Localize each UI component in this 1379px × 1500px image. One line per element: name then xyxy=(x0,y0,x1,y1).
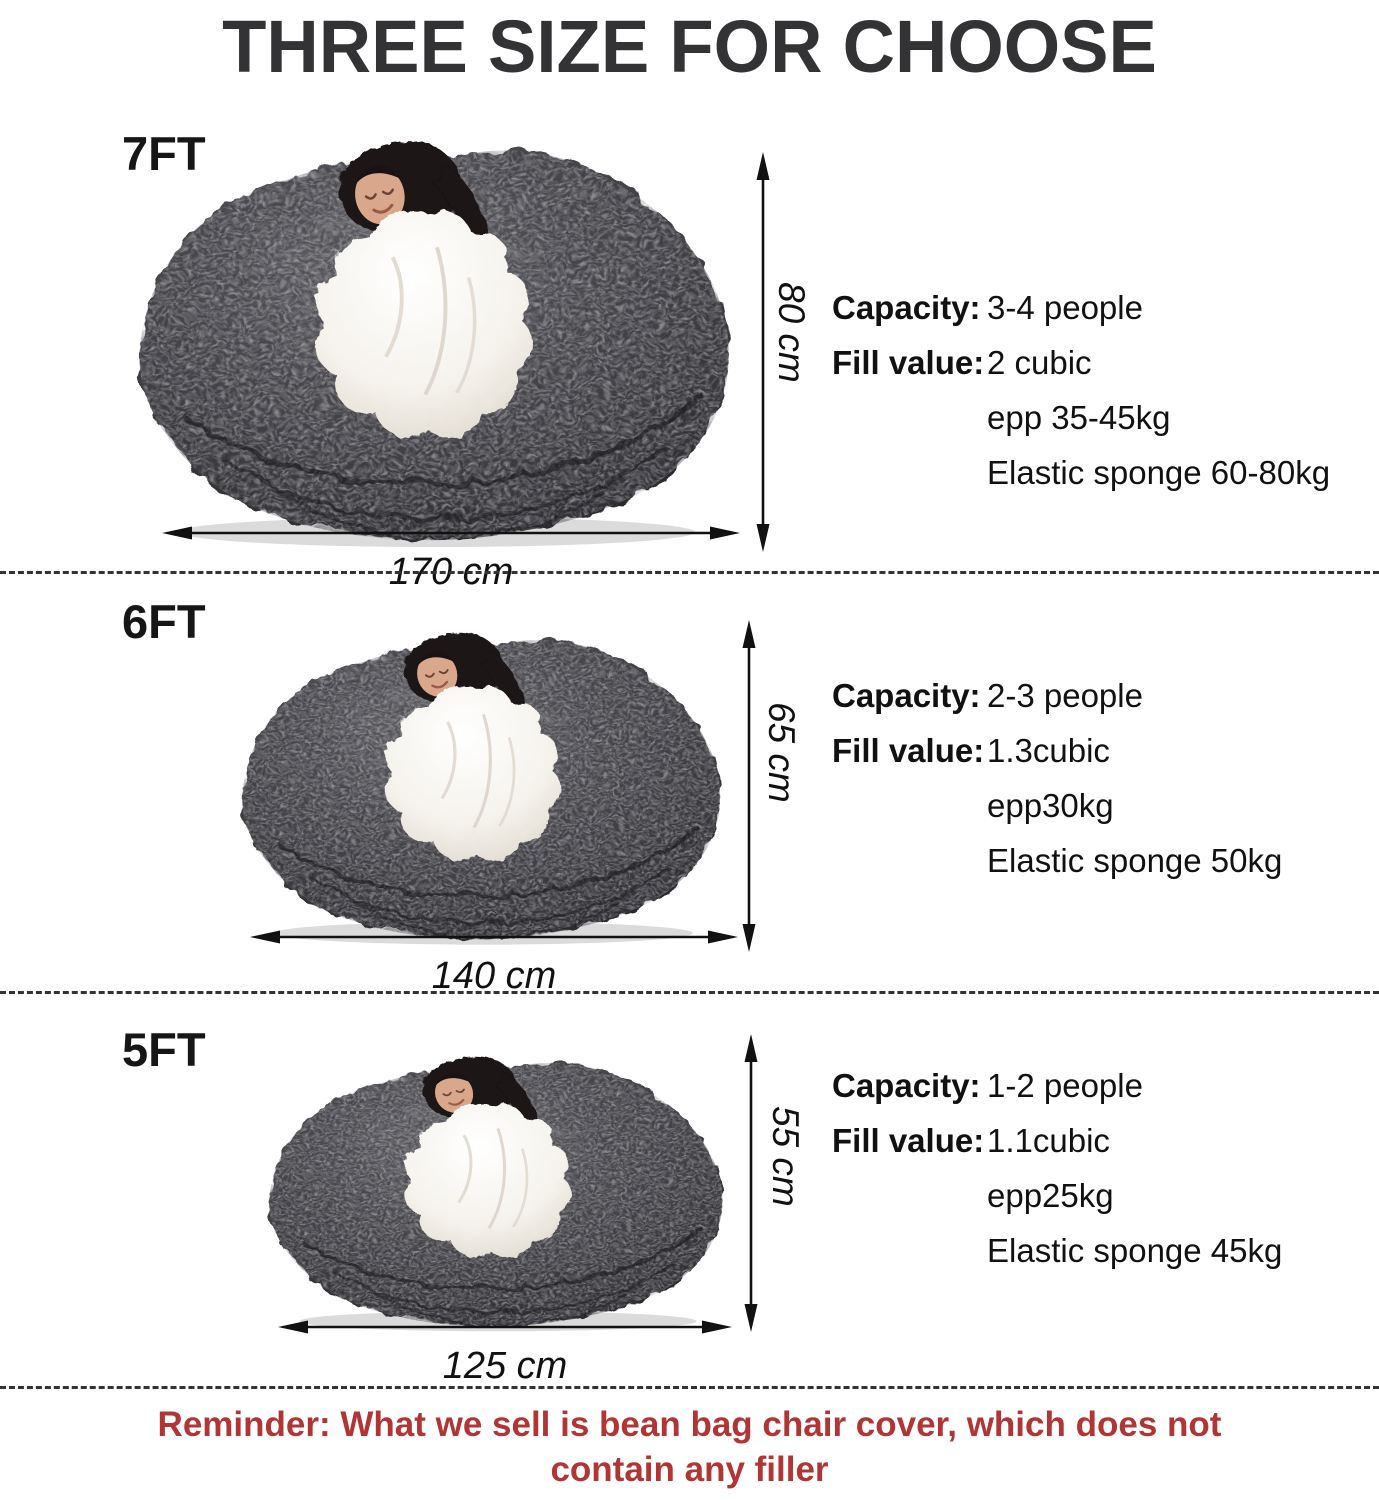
fill-extra-row: Elastic sponge 60-80kg xyxy=(832,445,1330,500)
height-dimension-label: 65 cm xyxy=(761,702,802,803)
height-dimension-label: 55 cm xyxy=(765,1106,806,1207)
fill-value-label: Fill value: xyxy=(832,1121,985,1159)
width-dimension: 125 cm xyxy=(276,1314,734,1388)
capacity-value: 2-3 people xyxy=(987,676,1143,714)
size-label-7ft: 7FT xyxy=(122,127,206,180)
bean-bag-photo-6ft xyxy=(220,598,747,950)
fill-value-row: Fill value: 2 cubic xyxy=(832,335,1330,390)
reminder-note: Reminder: What we sell is bean bag chair… xyxy=(40,1402,1339,1492)
width-dimension: 140 cm xyxy=(248,924,740,998)
specs-block-6ft: Capacity: 2-3 people Fill value: 1.3cubi… xyxy=(832,668,1282,888)
width-arrow-icon xyxy=(162,526,740,540)
fill-value-row: Fill value: 1.3cubic xyxy=(832,723,1282,778)
fill-extra-row: Elastic sponge 45kg xyxy=(832,1223,1282,1278)
capacity-value: 3-4 people xyxy=(987,288,1143,326)
fill-extra-row: epp30kg xyxy=(832,778,1282,833)
capacity-label: Capacity: xyxy=(832,676,981,714)
width-dimension: 170 cm xyxy=(160,520,742,594)
fill-value: 1.1cubic xyxy=(987,1121,1110,1159)
fill-extra-epp: epp25kg xyxy=(987,1176,1114,1214)
capacity-value: 1-2 people xyxy=(987,1066,1143,1104)
height-arrow-icon xyxy=(744,1034,758,1332)
bean-bag-photo-5ft xyxy=(248,1026,748,1336)
width-arrow-icon xyxy=(250,930,738,944)
capacity-label: Capacity: xyxy=(832,1066,981,1104)
page-title: THREE SIZE FOR CHOOSE xyxy=(222,5,1157,88)
capacity-label: Capacity: xyxy=(832,288,981,326)
fill-value-label: Fill value: xyxy=(832,731,985,769)
reminder-line-2: contain any filler xyxy=(550,1450,829,1489)
fill-extra-sponge: Elastic sponge 50kg xyxy=(987,841,1283,879)
fill-extra-epp: epp30kg xyxy=(987,786,1114,824)
specs-block-5ft: Capacity: 1-2 people Fill value: 1.1cubi… xyxy=(832,1058,1282,1278)
width-arrow-icon xyxy=(278,1320,732,1334)
fill-value-row: Fill value: 1.1cubic xyxy=(832,1113,1282,1168)
fill-extra-epp: epp 35-45kg xyxy=(987,398,1171,436)
fill-extra-sponge: Elastic sponge 45kg xyxy=(987,1231,1283,1269)
fill-value-label: Fill value: xyxy=(832,343,985,381)
fill-value: 1.3cubic xyxy=(987,731,1110,769)
fill-extra-row: epp 35-45kg xyxy=(832,390,1330,445)
fill-value: 2 cubic xyxy=(987,343,1092,381)
width-dimension-label: 140 cm xyxy=(431,955,557,997)
section-divider xyxy=(0,1386,1379,1389)
size-label-5ft: 5FT xyxy=(122,1023,206,1076)
section-divider xyxy=(0,991,1379,994)
size-label-6ft: 6FT xyxy=(122,595,206,648)
height-arrow-icon xyxy=(756,152,770,552)
capacity-row: Capacity: 2-3 people xyxy=(832,668,1282,723)
capacity-row: Capacity: 1-2 people xyxy=(832,1058,1282,1113)
fill-extra-row: Elastic sponge 50kg xyxy=(832,833,1282,888)
width-dimension-label: 125 cm xyxy=(442,1345,568,1387)
reminder-line-1: Reminder: What we sell is bean bag chair… xyxy=(157,1405,1222,1444)
fill-extra-row: epp25kg xyxy=(832,1168,1282,1223)
height-arrow-icon xyxy=(742,620,756,952)
fill-extra-sponge: Elastic sponge 60-80kg xyxy=(987,453,1331,491)
capacity-row: Capacity: 3-4 people xyxy=(832,280,1330,335)
bean-bag-photo-7ft xyxy=(112,96,762,554)
section-divider xyxy=(0,571,1379,574)
specs-block-7ft: Capacity: 3-4 people Fill value: 2 cubic… xyxy=(832,280,1330,500)
height-dimension-label: 80 cm xyxy=(771,282,812,383)
